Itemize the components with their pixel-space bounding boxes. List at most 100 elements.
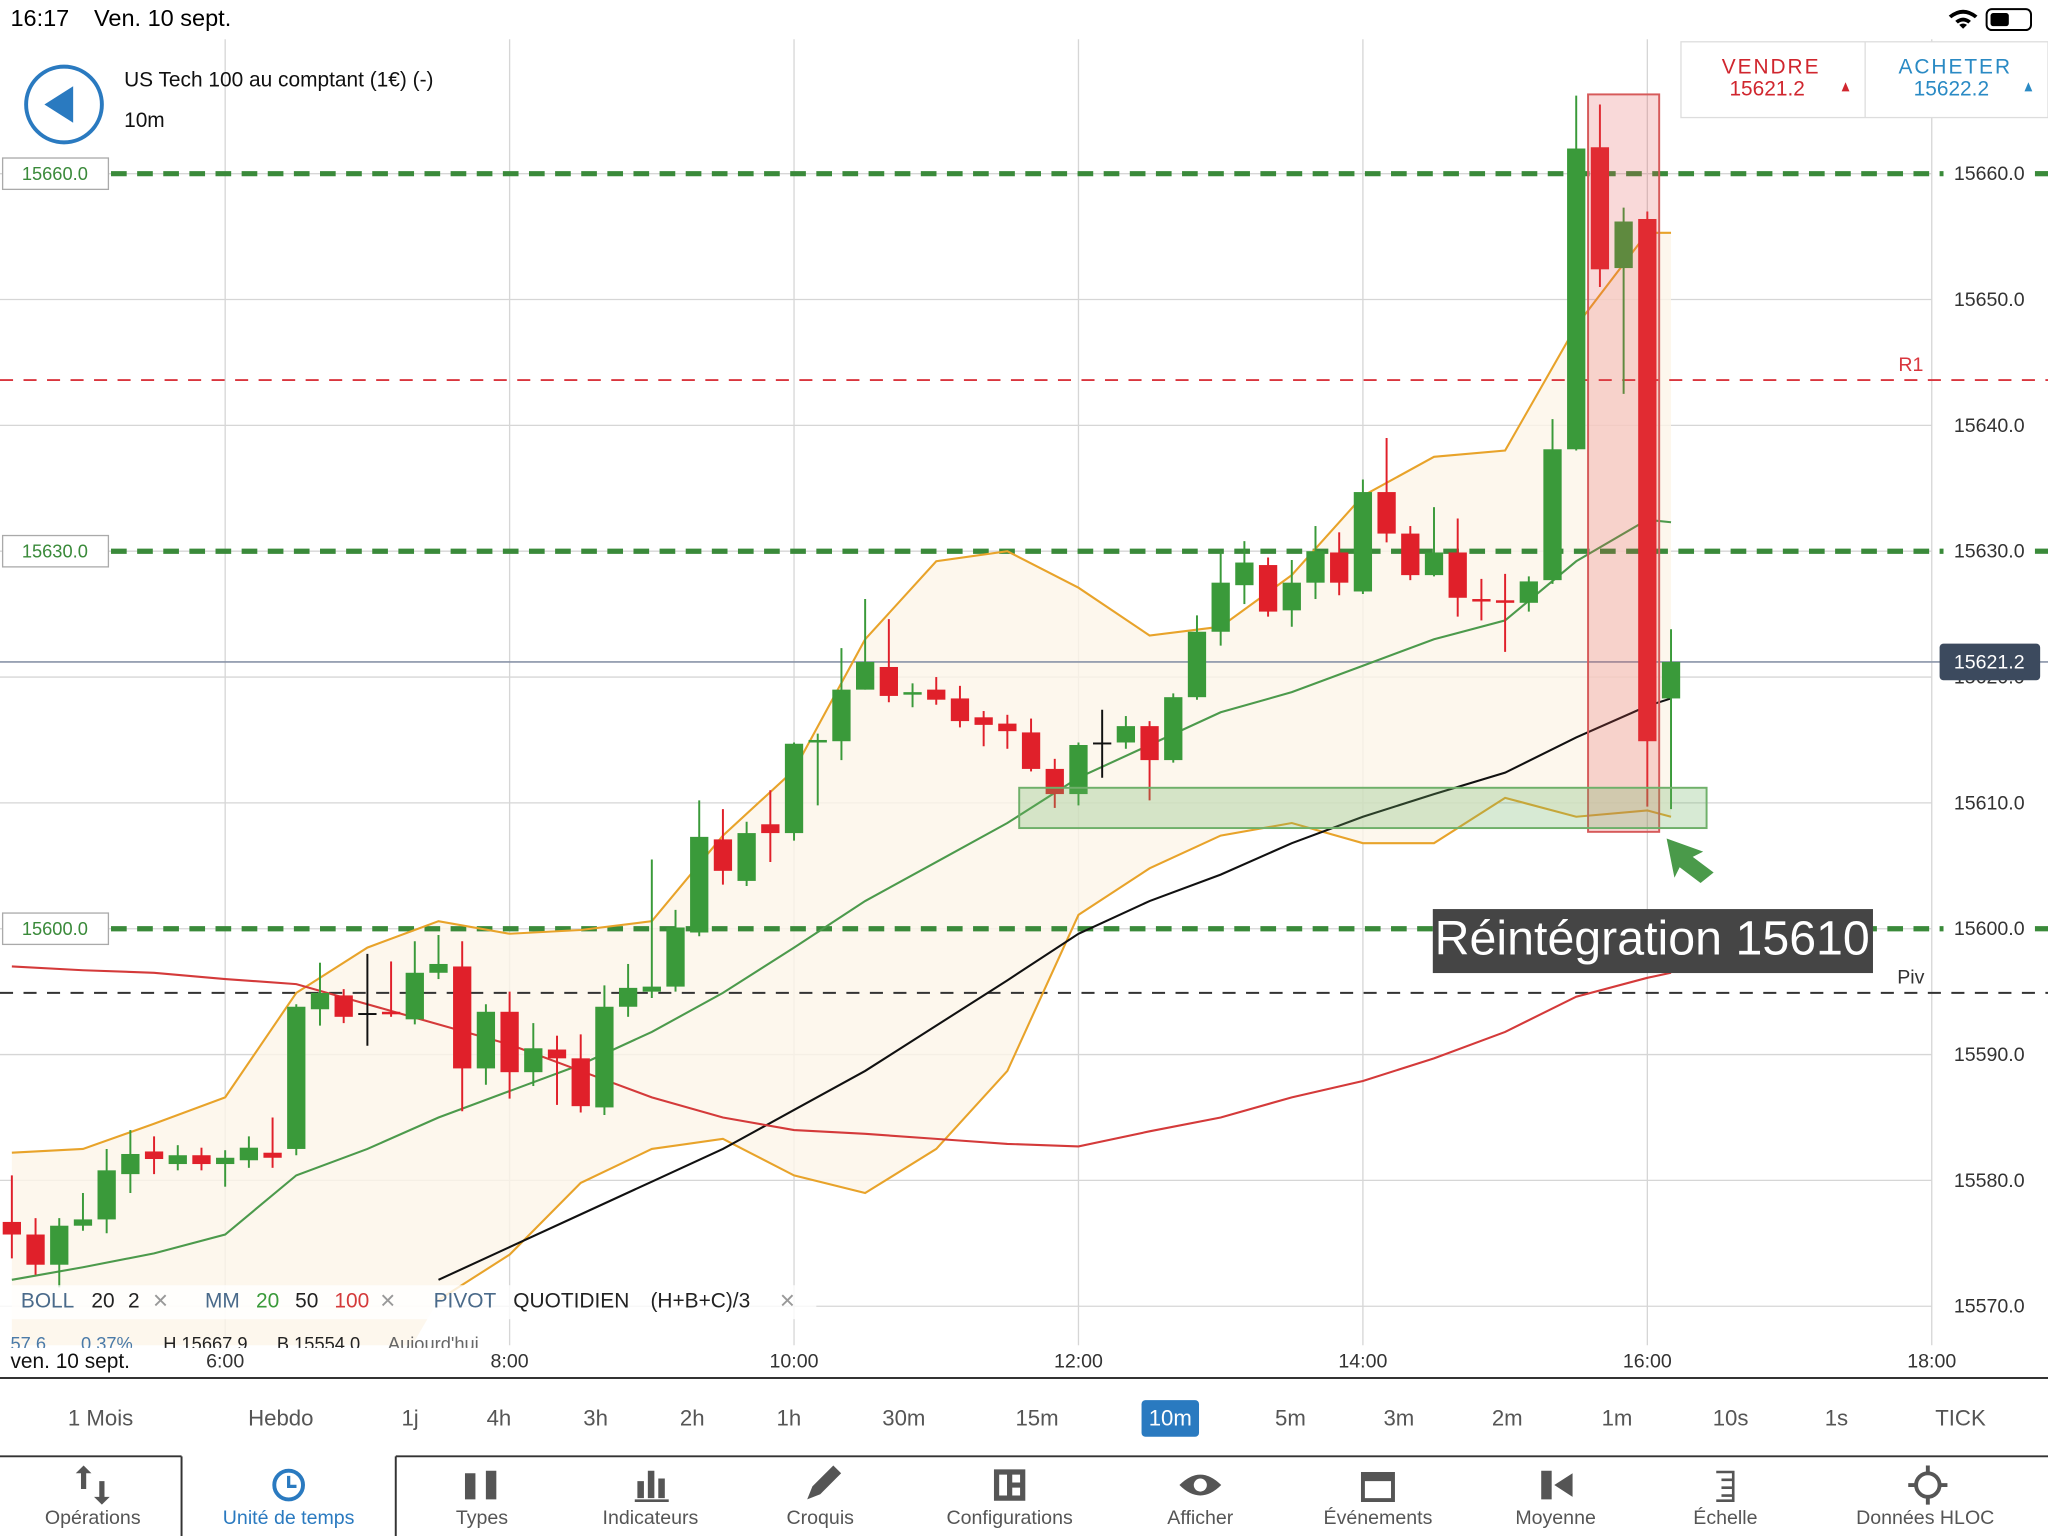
x-tick-label: 18:00	[1907, 1350, 1956, 1372]
timeframe-option[interactable]: 4h	[487, 1406, 512, 1431]
toolbar: Opérations Unité de temps Types Indicateurs…	[45, 1506, 1994, 1529]
timeframe-option[interactable]: 3h	[583, 1406, 608, 1431]
toolbar-button[interactable]: Moyenne	[1515, 1507, 1596, 1529]
candle-body	[1116, 726, 1136, 743]
timeframe-option[interactable]: 2m	[1492, 1406, 1523, 1431]
candle-body	[855, 661, 875, 690]
icon	[272, 1468, 305, 1502]
icon	[993, 1469, 1026, 1501]
candle-body	[358, 1013, 377, 1016]
candle-body	[1401, 533, 1420, 576]
toolbar-button[interactable]: Croquis	[787, 1507, 855, 1529]
toolbar-button[interactable]: Événements	[1324, 1506, 1433, 1529]
timeframe-selected[interactable]	[1141, 1400, 1200, 1437]
candle-body	[216, 1157, 235, 1165]
quote-price[interactable]: 15621.2	[1729, 78, 1804, 101]
candle-body	[192, 1155, 211, 1165]
candle-body	[998, 723, 1017, 732]
candle-body	[808, 739, 827, 743]
timeframe-option[interactable]: 2h	[680, 1406, 705, 1431]
candle-body	[97, 1170, 116, 1220]
toolbar-button[interactable]: Types	[456, 1507, 508, 1529]
icon	[807, 1465, 842, 1500]
price-marker	[1939, 643, 2041, 681]
legend-close[interactable]: ×	[780, 1285, 795, 1315]
candle-body	[429, 963, 448, 973]
quote-label[interactable]: VENDRE	[1722, 55, 1821, 78]
timeframe-option[interactable]: 10s	[1713, 1406, 1749, 1431]
candle-body	[713, 839, 733, 871]
quote-price[interactable]: 15622.2	[1914, 78, 1989, 101]
toolbar-button[interactable]: Unité de temps	[223, 1507, 355, 1529]
toolbar-button[interactable]: Configurations	[947, 1507, 1073, 1529]
candle-body	[1258, 565, 1278, 612]
quote-label[interactable]: ACHETER	[1899, 55, 2012, 78]
candle-body	[263, 1152, 282, 1158]
timeframe-option[interactable]: 1m	[1602, 1406, 1633, 1431]
level-label: 15630.0	[22, 540, 88, 561]
candle-body	[73, 1219, 93, 1226]
candle-body	[239, 1147, 259, 1161]
indicator-line	[437, 796, 1672, 1301]
candle-body	[832, 689, 851, 742]
toolbar-button[interactable]: Échelle	[1693, 1506, 1757, 1529]
legend-close[interactable]: ×	[153, 1285, 168, 1315]
overlay: 15660.0 15630.0 15600.0 R1 Piv 15621.2	[1, 93, 2041, 989]
candle-body	[168, 1155, 187, 1165]
legend-backing	[0, 1285, 817, 1320]
status-bar	[0, 0, 2048, 40]
toolbar-button[interactable]: Opérations	[45, 1507, 141, 1529]
quote-arrow	[1841, 82, 1850, 92]
candle-body	[1377, 492, 1396, 534]
candle-body	[50, 1225, 69, 1265]
timeframe-option[interactable]: 1h	[777, 1406, 802, 1431]
candle-body	[547, 1049, 567, 1059]
level-label: 15600.0	[22, 918, 88, 939]
candle-body	[1638, 218, 1657, 742]
annotation-box	[1432, 909, 1873, 974]
pivot-label: R1	[1898, 354, 1923, 376]
timeframe-option[interactable]: 1 Mois	[68, 1406, 133, 1431]
x-axis: 6:00 8:00 10:00 12:00 14:00 16:00 18:00	[206, 1350, 1956, 1372]
toolbar-button[interactable]: Données HLOC	[1856, 1507, 1994, 1529]
candle-body	[1567, 148, 1586, 450]
candle-body	[1424, 552, 1444, 576]
y-tick-label: 15630.0	[1954, 541, 2025, 563]
candle-body	[595, 1006, 614, 1108]
candle-body	[1495, 600, 1515, 603]
timeframe-option[interactable]: 1j	[401, 1406, 418, 1431]
timeframe-option[interactable]: 15m	[1015, 1406, 1058, 1431]
timeframe-option[interactable]: Hebdo	[248, 1406, 313, 1431]
timeframe-option[interactable]: 5m	[1275, 1406, 1306, 1431]
quote-arrow	[2024, 82, 2033, 92]
x-tick-label: 6:00	[206, 1350, 244, 1372]
timeframe-option[interactable]: TICK	[1935, 1406, 1986, 1431]
candle-body	[287, 1006, 306, 1149]
candle-body	[927, 689, 946, 700]
legend-pivot-period: QUOTIDIEN	[513, 1290, 629, 1313]
x-tick-label: 16:00	[1623, 1350, 1672, 1372]
legend-boll: BOLL	[21, 1290, 74, 1313]
candle-body	[974, 717, 993, 725]
x-tick-label: 12:00	[1054, 1350, 1103, 1372]
candle-body	[1235, 562, 1254, 586]
candle-body	[1093, 742, 1112, 745]
x-tick-label: 8:00	[491, 1350, 529, 1372]
y-tick-label: 15640.0	[1954, 415, 2025, 437]
toolbar-button[interactable]: Indicateurs	[603, 1507, 699, 1529]
candle-body	[1282, 582, 1301, 611]
timeframe-option[interactable]: 10m	[1149, 1406, 1192, 1431]
timeframe-label: 10m	[124, 109, 165, 132]
timeframe-option[interactable]: 30m	[882, 1406, 925, 1431]
level-label: 15660.0	[22, 163, 88, 184]
candle-body	[1306, 551, 1325, 583]
timeframe-option[interactable]: 1s	[1825, 1406, 1848, 1431]
legend-close[interactable]: ×	[380, 1285, 395, 1315]
toolbar-button[interactable]: Afficher	[1167, 1507, 1233, 1529]
legend-boll-period: 20	[91, 1290, 114, 1313]
icon	[1908, 1465, 1948, 1505]
timeframe-option[interactable]: 3m	[1383, 1406, 1414, 1431]
candle-body	[1353, 492, 1373, 592]
icon	[1193, 1478, 1207, 1492]
